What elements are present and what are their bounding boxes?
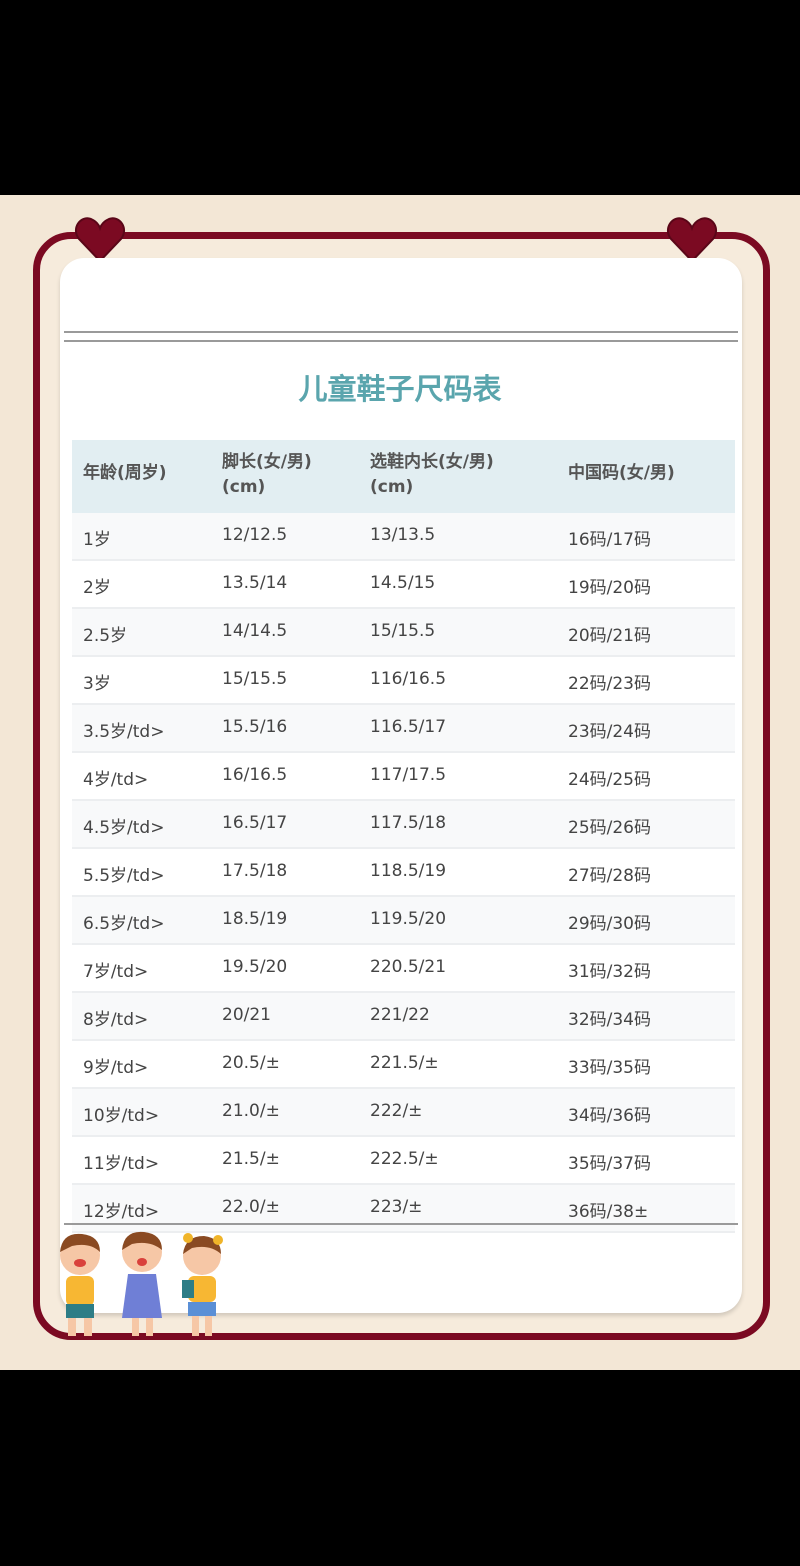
table-cell: 117.5/18 bbox=[370, 813, 447, 833]
table-cell: 25码/26码 bbox=[568, 818, 651, 838]
page-title: 儿童鞋子尺码表 bbox=[298, 372, 502, 406]
table-cell: 12岁/td> bbox=[83, 1202, 160, 1222]
table-cell: 14.5/15 bbox=[370, 573, 436, 593]
table-cell: 7岁/td> bbox=[83, 962, 149, 982]
kid-girl-book bbox=[182, 1233, 223, 1336]
table-cell: 13/13.5 bbox=[370, 525, 436, 545]
table-cell: 2岁 bbox=[83, 578, 111, 598]
table-cell: 19.5/20 bbox=[222, 957, 288, 977]
table-row: 1岁 12/12.5 13/13.5 16码/17码 bbox=[72, 513, 735, 561]
table-cell: 118.5/19 bbox=[370, 861, 447, 881]
divider bbox=[64, 340, 738, 342]
table-cell: 3岁 bbox=[83, 674, 111, 694]
table-cell: 222/± bbox=[370, 1101, 423, 1121]
table-cell: 29码/30码 bbox=[568, 914, 651, 934]
table-cell: 10岁/td> bbox=[83, 1106, 160, 1126]
table-cell: 119.5/20 bbox=[370, 909, 447, 929]
table-cell: 223/± bbox=[370, 1197, 423, 1217]
table-cell: 116/16.5 bbox=[370, 669, 447, 689]
table-cell: 17.5/18 bbox=[222, 861, 288, 881]
table-row: 4.5岁/td> 16.5/17 117.5/18 25码/26码 bbox=[72, 801, 735, 849]
table-cell: 12/12.5 bbox=[222, 525, 288, 545]
table-row: 5.5岁/td> 17.5/18 118.5/19 27码/28码 bbox=[72, 849, 735, 897]
table-cell: 24码/25码 bbox=[568, 770, 651, 790]
table-row: 2岁 13.5/14 14.5/15 19码/20码 bbox=[72, 561, 735, 609]
table-cell: 16/16.5 bbox=[222, 765, 288, 785]
table-cell: 4.5岁/td> bbox=[83, 818, 165, 838]
table-cell: 27码/28码 bbox=[568, 866, 651, 886]
table-cell: 8岁/td> bbox=[83, 1010, 149, 1030]
table-cell: 21.5/± bbox=[222, 1149, 280, 1169]
table-cell: 31码/32码 bbox=[568, 962, 651, 982]
table-row: 3.5岁/td> 15.5/16 116.5/17 23码/24码 bbox=[72, 705, 735, 753]
table-cell: 5.5岁/td> bbox=[83, 866, 165, 886]
table-cell: 3.5岁/td> bbox=[83, 722, 165, 742]
table-row: 9岁/td> 20.5/± 221.5/± 33码/35码 bbox=[72, 1041, 735, 1089]
table-cell: 222.5/± bbox=[370, 1149, 439, 1169]
table-cell: 20/21 bbox=[222, 1005, 271, 1025]
table-row: 7岁/td> 19.5/20 220.5/21 31码/32码 bbox=[72, 945, 735, 993]
column-header: 年龄(周岁) bbox=[83, 461, 167, 486]
table-cell: 15/15.5 bbox=[222, 669, 288, 689]
table-cell: 20.5/± bbox=[222, 1053, 280, 1073]
table-cell: 221.5/± bbox=[370, 1053, 439, 1073]
column-header-text: 选鞋内长(女/男) bbox=[370, 452, 494, 472]
column-header: 中国码(女/男) bbox=[568, 461, 675, 486]
table-cell: 18.5/19 bbox=[222, 909, 288, 929]
table-row: 3岁 15/15.5 116/16.5 22码/23码 bbox=[72, 657, 735, 705]
content-card bbox=[60, 258, 742, 1313]
column-header-text: (cm) bbox=[370, 477, 414, 497]
table-row: 6.5岁/td> 18.5/19 119.5/20 29码/30码 bbox=[72, 897, 735, 945]
table-cell: 16.5/17 bbox=[222, 813, 288, 833]
table-cell: 14/14.5 bbox=[222, 621, 288, 641]
table-cell: 22.0/± bbox=[222, 1197, 280, 1217]
column-header: 选鞋内长(女/男) (cm) bbox=[370, 450, 494, 500]
divider bbox=[64, 331, 738, 333]
column-header-text: 脚长(女/男) bbox=[222, 452, 312, 472]
kid-girl bbox=[122, 1231, 162, 1336]
table-cell: 19码/20码 bbox=[568, 578, 651, 598]
table-cell: 33码/35码 bbox=[568, 1058, 651, 1078]
table-cell: 11岁/td> bbox=[83, 1154, 160, 1174]
table-cell: 9岁/td> bbox=[83, 1058, 149, 1078]
table-cell: 4岁/td> bbox=[83, 770, 149, 790]
divider bbox=[64, 1223, 738, 1225]
table-cell: 16码/17码 bbox=[568, 530, 651, 550]
size-table: 年龄(周岁) 脚长(女/男) (cm) 选鞋内长(女/男) (cm) 中国码(女/男) 1… bbox=[72, 440, 735, 1233]
column-header-text: (cm) bbox=[222, 477, 266, 497]
table-cell: 23码/24码 bbox=[568, 722, 651, 742]
table-cell: 13.5/14 bbox=[222, 573, 288, 593]
table-cell: 117/17.5 bbox=[370, 765, 447, 785]
table-cell: 21.0/± bbox=[222, 1101, 280, 1121]
table-row: 4岁/td> 16/16.5 117/17.5 24码/25码 bbox=[72, 753, 735, 801]
table-cell: 15.5/16 bbox=[222, 717, 288, 737]
heart-icon bbox=[74, 217, 126, 263]
table-cell: 2.5岁 bbox=[83, 626, 128, 646]
table-cell: 1岁 bbox=[83, 530, 111, 550]
table-row: 10岁/td> 21.0/± 222/± 34码/36码 bbox=[72, 1089, 735, 1137]
kids-illustration bbox=[60, 1231, 223, 1336]
table-header: 年龄(周岁) 脚长(女/男) (cm) 选鞋内长(女/男) (cm) 中国码(女/男) bbox=[72, 440, 735, 513]
table-cell: 35码/37码 bbox=[568, 1154, 651, 1174]
heart-icon bbox=[666, 217, 718, 263]
table-cell: 116.5/17 bbox=[370, 717, 447, 737]
table-row: 8岁/td> 20/21 221/22 32码/34码 bbox=[72, 993, 735, 1041]
table-row: 12岁/td> 22.0/± 223/± 36码/38± bbox=[72, 1185, 735, 1233]
table-cell: 36码/38± bbox=[568, 1202, 649, 1222]
table-cell: 221/22 bbox=[370, 1005, 430, 1025]
table-cell: 6.5岁/td> bbox=[83, 914, 165, 934]
table-cell: 22码/23码 bbox=[568, 674, 651, 694]
kid-boy bbox=[60, 1233, 100, 1336]
table-row: 11岁/td> 21.5/± 222.5/± 35码/37码 bbox=[72, 1137, 735, 1185]
table-cell: 20码/21码 bbox=[568, 626, 651, 646]
column-header-text: 年龄(周岁) bbox=[83, 463, 167, 483]
table-cell: 220.5/21 bbox=[370, 957, 447, 977]
column-header-text: 中国码(女/男) bbox=[568, 463, 675, 483]
table-row: 2.5岁 14/14.5 15/15.5 20码/21码 bbox=[72, 609, 735, 657]
column-header: 脚长(女/男) (cm) bbox=[222, 450, 312, 500]
table-cell: 15/15.5 bbox=[370, 621, 436, 641]
table-cell: 32码/34码 bbox=[568, 1010, 651, 1030]
table-cell: 34码/36码 bbox=[568, 1106, 651, 1126]
